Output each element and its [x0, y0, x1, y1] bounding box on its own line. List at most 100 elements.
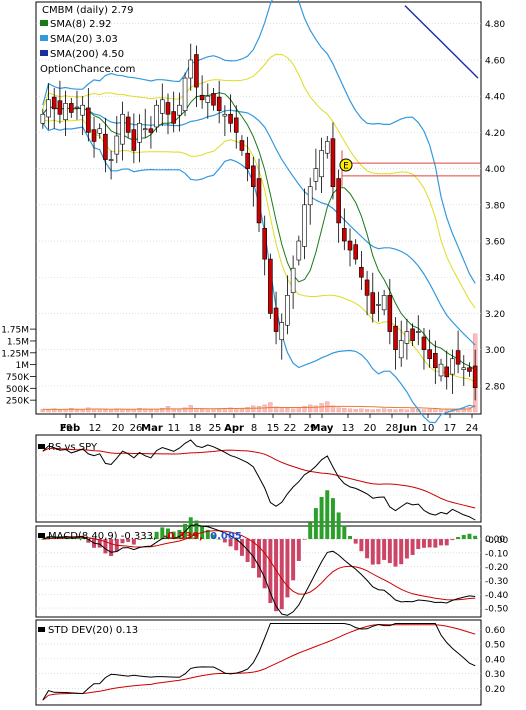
candle-body: [438, 363, 444, 377]
candle-body: [376, 304, 381, 306]
volume-tick-label: 750K: [6, 373, 30, 383]
macd-histogram-bar: [86, 539, 91, 543]
macd-histogram-bar: [120, 539, 125, 544]
macd-histogram-bar: [308, 522, 313, 540]
candle-body: [131, 129, 137, 151]
macd-histogram-bar: [160, 527, 165, 540]
macd-histogram-bar: [336, 512, 341, 540]
macd-histogram-bar: [52, 536, 57, 540]
candle-body: [148, 128, 154, 133]
macd-histogram-bar: [103, 539, 108, 554]
date-tick-label: 29: [304, 423, 317, 434]
volume-bar: [126, 409, 131, 413]
date-tick-label: Feb: [60, 423, 80, 434]
candle-body: [188, 59, 194, 79]
candle-body: [205, 95, 211, 103]
price-panel: 4.80 4.60 4.40 4.20 4.00 3.80 3.60 3.40 3.20 3.00…: [1, 0, 505, 434]
volume-bar: [69, 408, 74, 413]
std-tick-label: 0.30: [485, 670, 505, 680]
upper-band-line: [42, 0, 476, 284]
volume-bar: [410, 408, 415, 413]
candle-body: [268, 258, 273, 314]
moving-averages: [42, 5, 479, 371]
macd-hist-value: 0.005: [210, 531, 242, 542]
earnings-marker-circle[interactable]: [339, 158, 353, 172]
macd-histogram-bar: [325, 490, 330, 540]
price-tick-label: 4.80: [485, 20, 505, 30]
volume-bar: [330, 405, 336, 413]
candle-body: [108, 159, 114, 161]
candle-body: [251, 165, 256, 188]
volume-bar: [86, 407, 91, 413]
volume-tick-label: 1.25M: [1, 349, 29, 359]
macd-histogram-bar: [217, 538, 222, 540]
date-tick-label: 15: [267, 423, 280, 434]
candle-body: [387, 295, 393, 332]
candle-body: [114, 135, 120, 155]
date-tick-label: 18: [189, 423, 202, 434]
macd-histogram-bar: [143, 538, 148, 540]
earnings-marker[interactable]: E: [339, 158, 353, 172]
price-tick-label: 3.60: [485, 238, 505, 248]
volume-bar: [182, 407, 188, 413]
date-tick-label: 28: [386, 423, 399, 434]
candle-body: [199, 94, 205, 101]
volume-bar: [177, 409, 182, 413]
std-grid: [36, 629, 481, 689]
legend: CMBM (daily) 2.79 SMA(8) 2.92 SMA(20) 3.…: [40, 5, 135, 75]
candle-body: [359, 266, 364, 278]
candle-body: [381, 295, 387, 311]
macd-histogram-bar: [393, 539, 398, 567]
candle-body: [120, 113, 125, 145]
volume-bar: [234, 408, 239, 413]
macd-histogram-bar: [148, 537, 153, 540]
volume-bar: [228, 407, 233, 413]
candle-body: [444, 366, 450, 378]
macd-histogram-bar: [359, 539, 364, 552]
date-tick-label: 26: [130, 423, 143, 434]
macd-histogram-bar: [387, 539, 392, 564]
macd-histogram-bar: [97, 539, 102, 548]
volume-bar: [285, 408, 290, 413]
macd-histogram-bar: [439, 539, 444, 546]
date-tick-label: 17: [444, 423, 457, 434]
volume-bar: [427, 409, 432, 413]
volume-bar: [336, 407, 341, 413]
volume-bar: [399, 409, 404, 413]
price-tick-label: 4.40: [485, 93, 505, 103]
std-line: [42, 623, 476, 701]
date-tick-label: 25: [209, 423, 222, 434]
macd-histogram-bar: [370, 539, 375, 565]
std-tick-label: 0.40: [485, 655, 505, 665]
candle-body: [86, 107, 91, 133]
sma8-line: [42, 92, 476, 371]
macd-histogram-bar: [188, 517, 193, 540]
candle-body: [461, 367, 467, 370]
volume-bar: [74, 409, 80, 413]
macd-histogram-bar: [109, 539, 114, 556]
macd-histogram-bar: [279, 539, 284, 610]
volume-bar: [148, 409, 154, 413]
volume-tick-label: 250K: [6, 397, 30, 407]
macd-tick-label: -0.10: [485, 549, 509, 559]
candle-body: [427, 349, 432, 360]
macd-histogram-bar: [461, 534, 466, 540]
macd-histogram-bar: [302, 539, 307, 540]
macd-histogram-bar: [268, 539, 273, 603]
candle-body: [455, 350, 461, 365]
macd-histogram-bar: [348, 535, 353, 540]
volume-bar: [302, 406, 307, 413]
candle-body: [450, 358, 455, 375]
candle-body: [233, 117, 239, 133]
candle-body: [296, 240, 302, 261]
candle-body: [330, 138, 336, 188]
legend-swatch-sma20: [40, 35, 48, 41]
candle-body: [154, 104, 159, 128]
macd-histogram-bar: [353, 539, 358, 544]
rs-grid: [36, 454, 481, 516]
volume-bar: [404, 409, 410, 413]
candle-body: [467, 367, 472, 372]
volume-bar: [382, 408, 387, 413]
macd-histogram-bar: [365, 539, 370, 559]
